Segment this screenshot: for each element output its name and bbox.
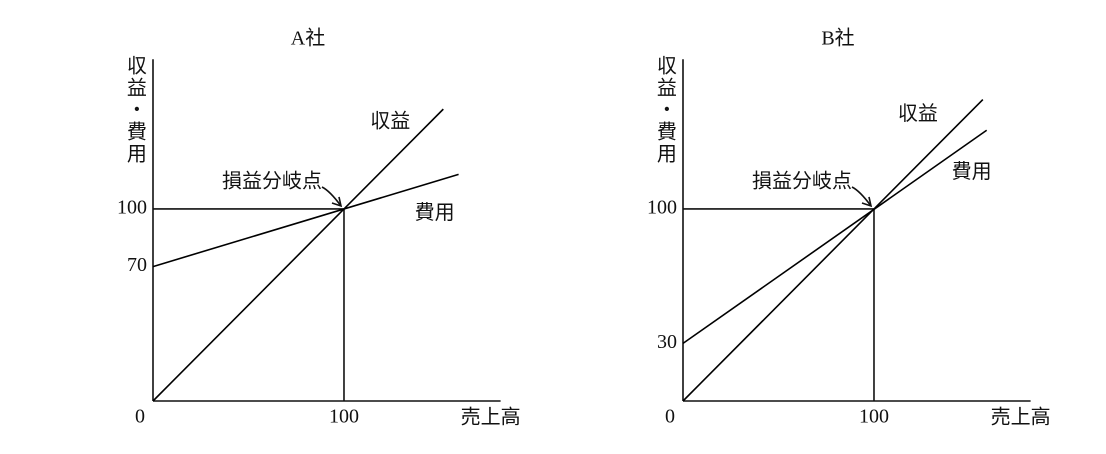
series-line xyxy=(152,108,444,402)
series-line xyxy=(152,173,459,268)
annotation: 損益分岐点 xyxy=(222,170,322,193)
annotation-arrowhead xyxy=(861,196,873,208)
series-label: 費用 xyxy=(952,160,992,183)
annotation: 損益分岐点 xyxy=(752,170,852,193)
y-tick-label: 30 xyxy=(657,331,677,353)
y-tick-label: 100 xyxy=(647,197,677,219)
x-axis-label: 売上高 xyxy=(461,406,521,429)
chart-title: A社 xyxy=(291,27,325,50)
y-tick-label: 70 xyxy=(127,254,147,276)
chart-title: B社 xyxy=(821,27,854,50)
y-axis-label: 収益・費用 xyxy=(123,55,146,165)
y-tick-label: 100 xyxy=(117,197,147,219)
x-tick-label: 0 xyxy=(665,406,675,428)
annotation-arrow xyxy=(321,186,342,207)
x-tick-label: 100 xyxy=(329,406,359,428)
x-tick-label: 0 xyxy=(135,406,145,428)
series-label: 費用 xyxy=(415,201,455,224)
x-axis-label: 売上高 xyxy=(991,406,1051,429)
y-axis-label: 収益・費用 xyxy=(653,55,676,165)
series-label: 収益 xyxy=(370,110,410,133)
series-label: 収益 xyxy=(898,102,938,125)
series-line xyxy=(682,129,988,345)
annotation-arrow xyxy=(851,186,872,207)
series-line xyxy=(682,98,984,402)
annotation-arrowhead xyxy=(331,196,343,208)
x-tick-label: 100 xyxy=(859,406,889,428)
